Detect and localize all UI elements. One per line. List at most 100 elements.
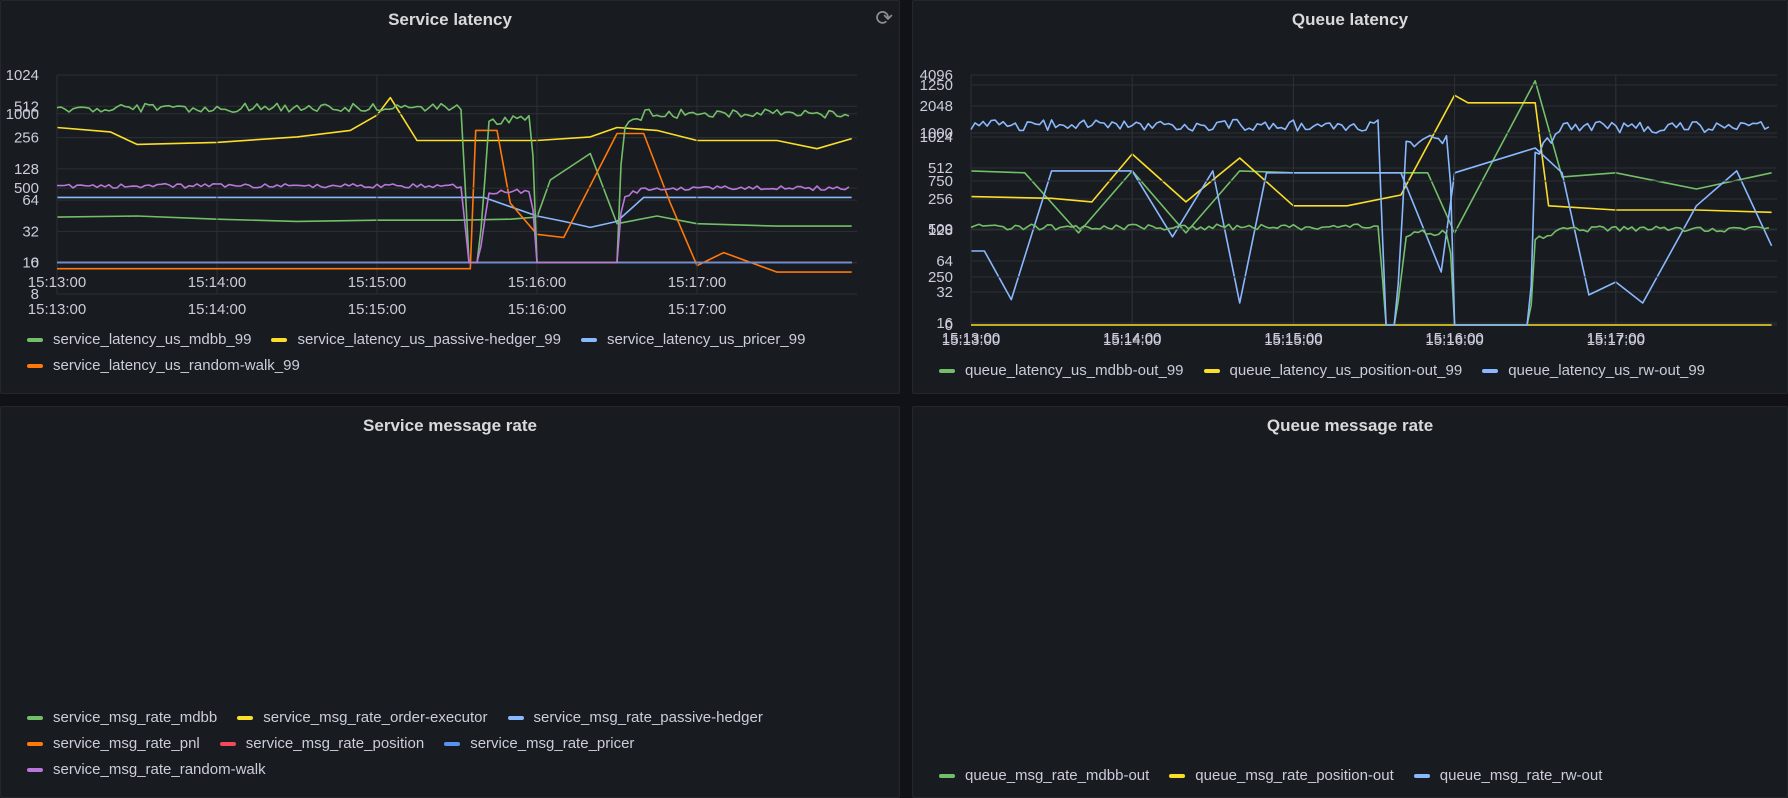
legend-item[interactable]: service_msg_rate_pricer	[444, 735, 634, 752]
legend-label: service_msg_rate_order-executor	[263, 709, 488, 726]
series-line	[56, 182, 850, 264]
y-tick-label: 64	[936, 253, 953, 270]
y-tick-label: 1024	[920, 129, 953, 146]
x-tick-label: 15:17:00	[1587, 332, 1645, 349]
legend-label: service_msg_rate_pnl	[53, 735, 200, 752]
x-tick-label: 15:17:00	[668, 274, 726, 291]
legend-swatch	[27, 767, 43, 772]
series-line	[971, 147, 1773, 304]
x-tick-label: 15:17:00	[1587, 330, 1645, 347]
series-line	[57, 129, 852, 273]
x-tick-label: 15:16:00	[508, 274, 566, 291]
y-tick-label: 0	[31, 255, 39, 272]
series-line	[56, 96, 852, 150]
legend-label: queue_msg_rate_rw-out	[1439, 767, 1603, 784]
legend-swatch	[219, 741, 236, 746]
legend-label: service_msg_rate_random-walk	[53, 761, 266, 778]
panel-title: Queue message rate	[1266, 416, 1434, 435]
legend-swatch	[1203, 368, 1220, 373]
legend-item[interactable]: service_latency_us_mdbb_99	[27, 331, 251, 348]
legend-swatch	[580, 337, 597, 342]
x-tick-label: 15:17:00	[668, 301, 726, 318]
legend-item[interactable]: service_msg_rate_position	[219, 735, 425, 752]
y-tick-label: 2048	[920, 98, 953, 115]
x-tick-label: 15:15:00	[348, 301, 406, 318]
legend-label: queue_latency_us_rw-out_99	[1508, 362, 1706, 379]
legend-item[interactable]: queue_latency_us_mdbb-out_99	[939, 362, 1184, 379]
x-tick-label: 15:16:00	[1425, 330, 1483, 347]
legend-item[interactable]: queue_latency_us_position-out_99	[1203, 362, 1463, 379]
service-message-rate-panel: Service message rate 15:13:00 15:14:00 15:…	[0, 81, 900, 798]
x-tick-label: 15:16:00	[508, 301, 566, 318]
refresh-icon[interactable]: ⟳	[875, 7, 893, 30]
legend-swatch	[27, 363, 43, 368]
queue-latency-panel: Queue latency 15:13:00 15:14:00 15:15:00 15…	[912, 0, 1788, 394]
y-tick-label: 256	[14, 130, 39, 147]
y-tick-label: 8	[31, 286, 39, 303]
x-tick-label: 15:13:00	[28, 301, 86, 318]
y-tick-label: 500	[14, 180, 39, 197]
series-line	[970, 94, 1772, 214]
legend-item[interactable]: queue_latency_us_rw-out_99	[1482, 362, 1705, 379]
y-tick-label: 750	[928, 173, 953, 190]
legend-swatch	[939, 773, 955, 778]
legend-swatch	[27, 337, 43, 342]
legend-item[interactable]: service_latency_us_pricer_99	[580, 331, 806, 348]
series-line	[56, 102, 850, 264]
legend-item[interactable]: service_latency_us_random-walk_99	[27, 357, 300, 374]
legend-swatch	[1413, 773, 1430, 778]
y-tick-label: 32	[22, 223, 39, 240]
x-tick-label: 15:15:00	[1264, 330, 1322, 347]
series-line	[970, 223, 1770, 326]
legend-swatch	[939, 368, 955, 373]
queue-message-rate-chart: 15:13:00 15:14:00 15:15:00 15:16:00 15:17:00…	[920, 77, 1777, 349]
service-latency-panel: Service latency ⟳ 15:13:00 15:14:00 15:15:…	[0, 0, 900, 394]
legend-swatch	[1482, 368, 1499, 373]
x-tick-label: 15:13:00	[28, 274, 86, 291]
legend-item[interactable]: service_msg_rate_order-executor	[237, 709, 488, 726]
y-tick-label: 128	[14, 161, 39, 178]
panel-title: Service latency	[388, 10, 512, 29]
y-tick-label: 0	[945, 317, 953, 334]
legend-item[interactable]: service_msg_rate_pnl	[27, 735, 200, 752]
y-tick-label: 32	[936, 284, 953, 301]
x-tick-label: 15:13:00	[942, 332, 1000, 349]
legend-item[interactable]: service_latency_us_passive-hedger_99	[271, 331, 561, 348]
y-tick-label: 500	[928, 221, 953, 238]
legend-swatch	[444, 741, 461, 746]
legend-item[interactable]: service_msg_rate_mdbb	[27, 709, 217, 726]
y-tick-label: 256	[928, 191, 953, 208]
y-tick-label: 4096	[920, 67, 953, 84]
queue-latency-chart: 15:13:00 15:14:00 15:15:00 15:16:00 15:17:00…	[920, 67, 1777, 347]
y-tick-label: 250	[928, 269, 953, 286]
legend-item[interactable]: queue_msg_rate_rw-out	[1413, 767, 1603, 784]
y-tick-label: 64	[22, 192, 39, 209]
x-tick-label: 15:14:00	[1103, 330, 1161, 347]
chart-legend: queue_latency_us_mdbb-out_99 queue_latenc…	[939, 362, 1779, 379]
y-tick-label: 16	[22, 255, 39, 272]
legend-label: service_latency_us_passive-hedger_99	[297, 331, 561, 348]
y-tick-label: 1250	[920, 77, 953, 94]
legend-label: service_msg_rate_position	[245, 735, 425, 752]
series-line	[57, 196, 852, 229]
legend-label: service_latency_us_mdbb_99	[53, 331, 252, 348]
y-tick-label: 16	[936, 315, 953, 332]
legend-item[interactable]: service_msg_rate_random-walk	[27, 761, 266, 778]
y-tick-label: 512	[14, 98, 39, 115]
y-tick-label: 512	[928, 160, 953, 177]
legend-label: queue_msg_rate_position-out	[1195, 767, 1394, 784]
queue-message-rate-panel: Queue message rate 15:13:00 15:14:00 15:15…	[912, 77, 1788, 798]
x-tick-label: 15:13:00	[942, 330, 1000, 347]
legend-label: service_msg_rate_passive-hedger	[533, 709, 763, 726]
x-tick-label: 15:16:00	[1425, 332, 1483, 349]
legend-label: queue_latency_us_mdbb-out_99	[965, 362, 1184, 379]
legend-item[interactable]: service_msg_rate_passive-hedger	[507, 709, 763, 726]
x-tick-label: 15:15:00	[1264, 332, 1322, 349]
x-tick-label: 15:15:00	[348, 274, 406, 291]
y-tick-label: 1000	[920, 125, 953, 142]
legend-label: service_latency_us_pricer_99	[606, 331, 806, 348]
legend-label: queue_latency_us_position-out_99	[1229, 362, 1463, 379]
legend-item[interactable]: queue_msg_rate_mdbb-out	[939, 767, 1149, 784]
legend-item[interactable]: queue_msg_rate_position-out	[1169, 767, 1394, 784]
series-line	[970, 118, 1770, 326]
